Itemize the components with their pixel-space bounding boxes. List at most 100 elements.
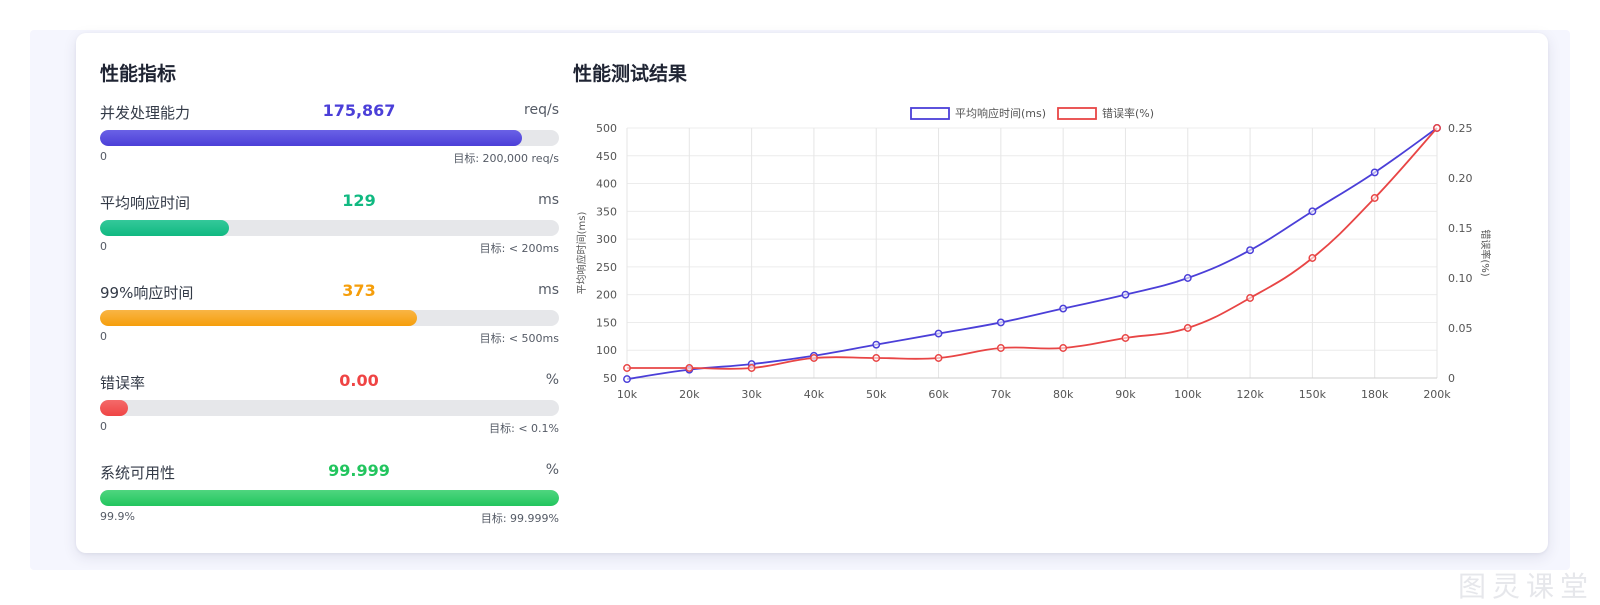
x-tick-label: 150k: [1299, 388, 1327, 401]
progress-track: [100, 310, 559, 326]
x-tick-label: 200k: [1423, 388, 1451, 401]
metric-footer: 0 目标: < 500ms: [100, 330, 559, 350]
y-tick-label: 100: [596, 344, 617, 357]
data-point: [935, 355, 941, 361]
x-tick-label: 30k: [741, 388, 762, 401]
metrics-title: 性能指标: [100, 59, 176, 86]
metric-target-label: 目标: < 200ms: [480, 240, 559, 256]
x-tick-label: 60k: [928, 388, 949, 401]
x-tick-label: 70k: [991, 388, 1012, 401]
y-tick-label: 250: [596, 261, 617, 274]
metric-unit: %: [546, 462, 559, 478]
metric-label: 并发处理能力: [100, 102, 190, 123]
data-point: [873, 341, 879, 347]
metric-value: 99.999: [328, 461, 390, 480]
data-point: [998, 319, 1004, 325]
metric-label: 平均响应时间: [100, 192, 190, 213]
metric-header: 并发处理能力 175,867 req/s: [100, 96, 559, 130]
metric-unit: ms: [538, 192, 559, 208]
metric-footer: 99.9% 目标: 99.999%: [100, 510, 559, 530]
chart-svg: 5010015020025030035040045050000.050.100.…: [576, 100, 1536, 430]
data-point: [1185, 275, 1191, 281]
metric-target-label: 目标: < 0.1%: [489, 420, 559, 436]
y-axis-title: 平均响应时间(ms): [576, 212, 588, 295]
metric-header: 99%响应时间 373 ms: [100, 276, 559, 310]
y2-tick-label: 0.10: [1448, 272, 1473, 285]
y2-tick-label: 0.25: [1448, 122, 1473, 135]
y2-tick-label: 0.15: [1448, 222, 1473, 235]
data-point: [998, 345, 1004, 351]
data-point: [748, 365, 754, 371]
metric-header: 系统可用性 99.999 %: [100, 456, 559, 490]
x-tick-label: 20k: [679, 388, 700, 401]
metric-target-label: 目标: 200,000 req/s: [453, 150, 559, 166]
x-tick-label: 180k: [1361, 388, 1389, 401]
metric-footer: 0 目标: 200,000 req/s: [100, 150, 559, 170]
progress-fill: [100, 310, 417, 326]
metric-unit: %: [546, 372, 559, 388]
legend-label: 平均响应时间(ms): [955, 106, 1046, 120]
metric-min-label: 0: [100, 420, 107, 433]
y-tick-label: 500: [596, 122, 617, 135]
metric-row: 系统可用性 99.999 % 99.9% 目标: 99.999%: [100, 456, 559, 546]
data-point: [1247, 295, 1253, 301]
data-point: [1434, 125, 1440, 131]
metric-row: 并发处理能力 175,867 req/s 0 目标: 200,000 req/s: [100, 96, 559, 186]
progress-fill: [100, 220, 229, 236]
data-point: [1185, 325, 1191, 331]
metric-unit: req/s: [524, 102, 559, 118]
y-tick-label: 450: [596, 150, 617, 163]
metric-row: 99%响应时间 373 ms 0 目标: < 500ms: [100, 276, 559, 366]
metric-row: 错误率 0.00 % 0 目标: < 0.1%: [100, 366, 559, 456]
metric-header: 平均响应时间 129 ms: [100, 186, 559, 220]
metric-unit: ms: [538, 282, 559, 298]
metric-label: 错误率: [100, 372, 145, 393]
y-tick-label: 350: [596, 205, 617, 218]
series-line-response-time: [627, 128, 1437, 379]
metric-header: 错误率 0.00 %: [100, 366, 559, 400]
series-line-error-rate: [627, 128, 1437, 369]
y-tick-label: 400: [596, 178, 617, 191]
legend-swatch: [911, 108, 949, 119]
legend-label: 错误率(%): [1102, 106, 1154, 120]
x-tick-label: 10k: [617, 388, 638, 401]
progress-fill: [100, 400, 128, 416]
metric-min-label: 0: [100, 240, 107, 253]
x-tick-label: 80k: [1053, 388, 1074, 401]
y-tick-label: 300: [596, 233, 617, 246]
data-point: [686, 365, 692, 371]
metric-value: 373: [342, 281, 375, 300]
metric-target-label: 目标: 99.999%: [481, 510, 559, 526]
metric-footer: 0 目标: < 200ms: [100, 240, 559, 260]
data-point: [1060, 345, 1066, 351]
metric-label: 系统可用性: [100, 462, 175, 483]
progress-fill: [100, 490, 559, 506]
x-tick-label: 40k: [804, 388, 825, 401]
metric-min-label: 99.9%: [100, 510, 135, 523]
y-tick-label: 50: [603, 372, 617, 385]
data-point: [1309, 208, 1315, 214]
watermark-logo: 图灵课堂: [1458, 565, 1594, 605]
legend-swatch: [1058, 108, 1096, 119]
progress-track: [100, 130, 559, 146]
data-point: [873, 355, 879, 361]
metric-value: 129: [342, 191, 375, 210]
data-point: [1060, 305, 1066, 311]
data-point: [1122, 335, 1128, 341]
data-point: [1371, 195, 1377, 201]
progress-fill: [100, 130, 522, 146]
data-point: [1122, 291, 1128, 297]
data-point: [1309, 255, 1315, 261]
progress-track: [100, 490, 559, 506]
data-point: [624, 365, 630, 371]
data-point: [1371, 169, 1377, 175]
x-tick-label: 120k: [1236, 388, 1264, 401]
chart-title: 性能测试结果: [573, 59, 687, 86]
metric-min-label: 0: [100, 150, 107, 163]
y-tick-label: 150: [596, 316, 617, 329]
metric-value: 0.00: [339, 371, 378, 390]
x-tick-label: 50k: [866, 388, 887, 401]
metric-row: 平均响应时间 129 ms 0 目标: < 200ms: [100, 186, 559, 276]
x-tick-label: 100k: [1174, 388, 1202, 401]
